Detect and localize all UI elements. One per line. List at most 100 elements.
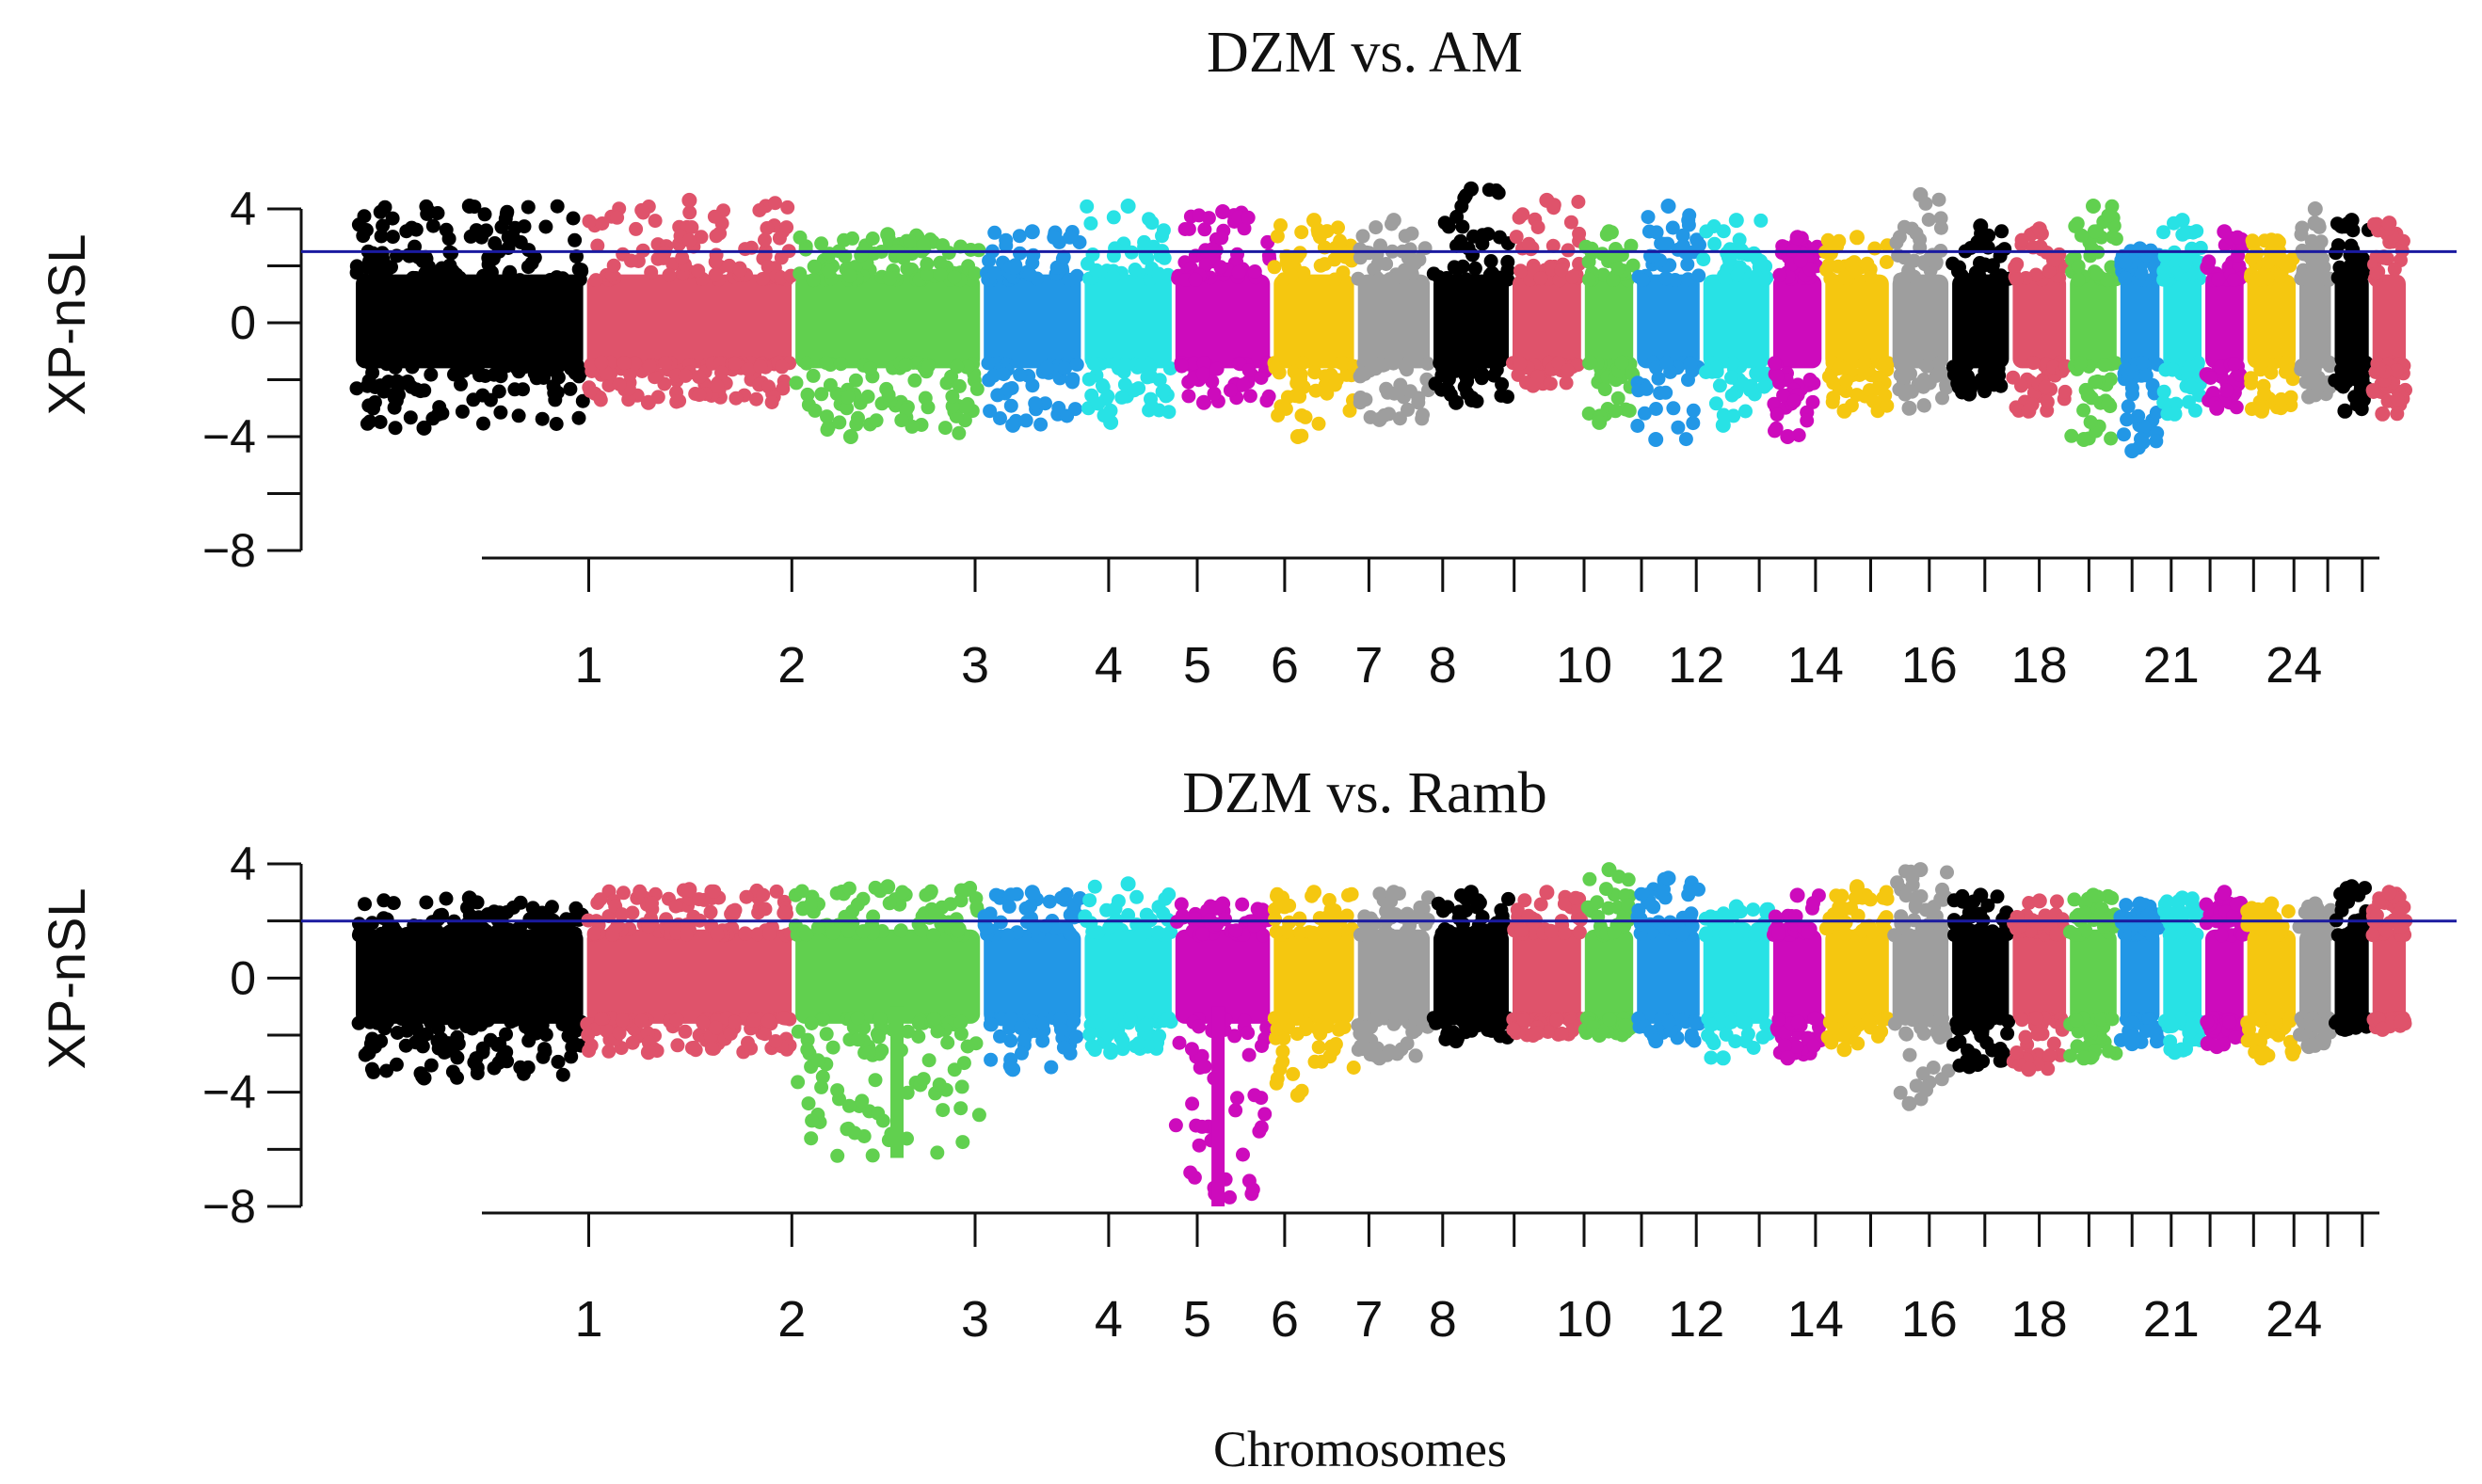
y-axis: 4 0 −4 −8 — [202, 183, 303, 577]
data-point — [819, 1027, 834, 1042]
data-point — [1708, 396, 1723, 411]
data-point — [2076, 403, 2091, 418]
data-point — [1038, 918, 1053, 933]
x-tick-label: 24 — [2266, 637, 2322, 694]
data-points — [349, 181, 2412, 459]
data-point — [442, 258, 457, 273]
data-point — [601, 378, 616, 392]
data-point — [1009, 886, 1024, 902]
data-point — [1919, 1083, 1933, 1097]
data-point — [713, 226, 728, 241]
data-point — [801, 1096, 816, 1111]
data-point — [1830, 239, 1845, 254]
data-point — [2254, 1050, 2269, 1066]
data-point — [441, 231, 456, 247]
data-point — [2180, 364, 2195, 379]
data-point — [2055, 912, 2070, 927]
point-band — [1892, 929, 1949, 1024]
data-point — [799, 927, 814, 942]
data-point — [2067, 927, 2082, 942]
data-point — [2117, 427, 2131, 442]
data-point — [881, 388, 896, 403]
data-point — [1994, 378, 2009, 393]
data-point — [1306, 885, 1321, 901]
data-point — [2244, 250, 2259, 265]
data-point — [1024, 224, 1040, 240]
data-point — [1878, 388, 1893, 403]
data-point — [2389, 363, 2404, 378]
data-point — [1278, 402, 1293, 416]
data-point — [503, 264, 518, 279]
data-point — [1063, 230, 1078, 245]
data-point — [1371, 273, 1386, 287]
data-point — [445, 1064, 460, 1079]
data-point — [926, 928, 941, 943]
data-point — [1951, 264, 1965, 279]
data-point — [960, 1039, 975, 1054]
point-band — [2120, 274, 2160, 369]
data-point — [1474, 366, 1489, 381]
data-point — [551, 1054, 566, 1069]
data-point — [1658, 271, 1673, 286]
x-tick-label: 7 — [1354, 637, 1383, 694]
data-point — [819, 356, 834, 371]
data-point — [898, 358, 913, 373]
data-point — [1878, 355, 1893, 370]
data-point — [930, 1145, 945, 1160]
data-point — [1973, 887, 1989, 903]
point-band — [2372, 929, 2406, 1024]
data-point — [794, 884, 809, 899]
data-point — [389, 1057, 404, 1072]
data-point — [1013, 246, 1027, 261]
data-point — [1789, 887, 1805, 903]
data-point — [1120, 876, 1136, 892]
point-band — [1273, 274, 1354, 369]
data-point — [2200, 1014, 2215, 1029]
data-point — [755, 272, 770, 286]
data-point — [642, 359, 657, 374]
data-point — [1236, 377, 1251, 392]
data-point — [495, 1049, 510, 1064]
data-point — [539, 908, 554, 923]
data-point — [1085, 247, 1100, 262]
x-tick-label: 4 — [1095, 637, 1123, 694]
data-point — [615, 907, 630, 922]
data-point — [1458, 1017, 1473, 1032]
data-point — [760, 221, 775, 235]
data-point — [2149, 406, 2164, 420]
data-point — [2209, 400, 2225, 416]
data-point — [806, 273, 821, 288]
chromosome-13-points — [1696, 213, 1774, 433]
data-point — [1205, 242, 1220, 257]
data-point — [440, 1011, 456, 1026]
data-point — [830, 1148, 845, 1163]
data-point — [2390, 391, 2405, 407]
chromosome-21-points — [2156, 213, 2208, 422]
data-point — [1108, 241, 1123, 256]
data-point — [2274, 391, 2289, 407]
data-point — [1866, 393, 1881, 408]
data-point — [1356, 1031, 1371, 1045]
data-point — [1660, 870, 1676, 886]
data-point — [1836, 1042, 1852, 1058]
data-point — [1035, 1033, 1050, 1048]
data-point — [1181, 221, 1196, 236]
data-point — [1512, 210, 1527, 225]
data-point — [729, 391, 744, 406]
chromosome-1-points — [349, 199, 590, 436]
data-point — [1469, 900, 1484, 915]
data-point — [1572, 925, 1587, 940]
data-point — [920, 266, 934, 281]
data-point — [960, 359, 975, 375]
data-point — [1768, 356, 1782, 371]
data-point — [474, 230, 489, 245]
data-point — [2009, 272, 2024, 287]
data-point — [893, 923, 908, 938]
data-point — [2244, 375, 2259, 391]
data-point — [1582, 272, 1596, 287]
data-point — [2308, 271, 2323, 286]
data-point — [2097, 358, 2112, 373]
data-point — [612, 1026, 627, 1041]
data-point — [1940, 865, 1954, 880]
data-point — [506, 1013, 521, 1028]
